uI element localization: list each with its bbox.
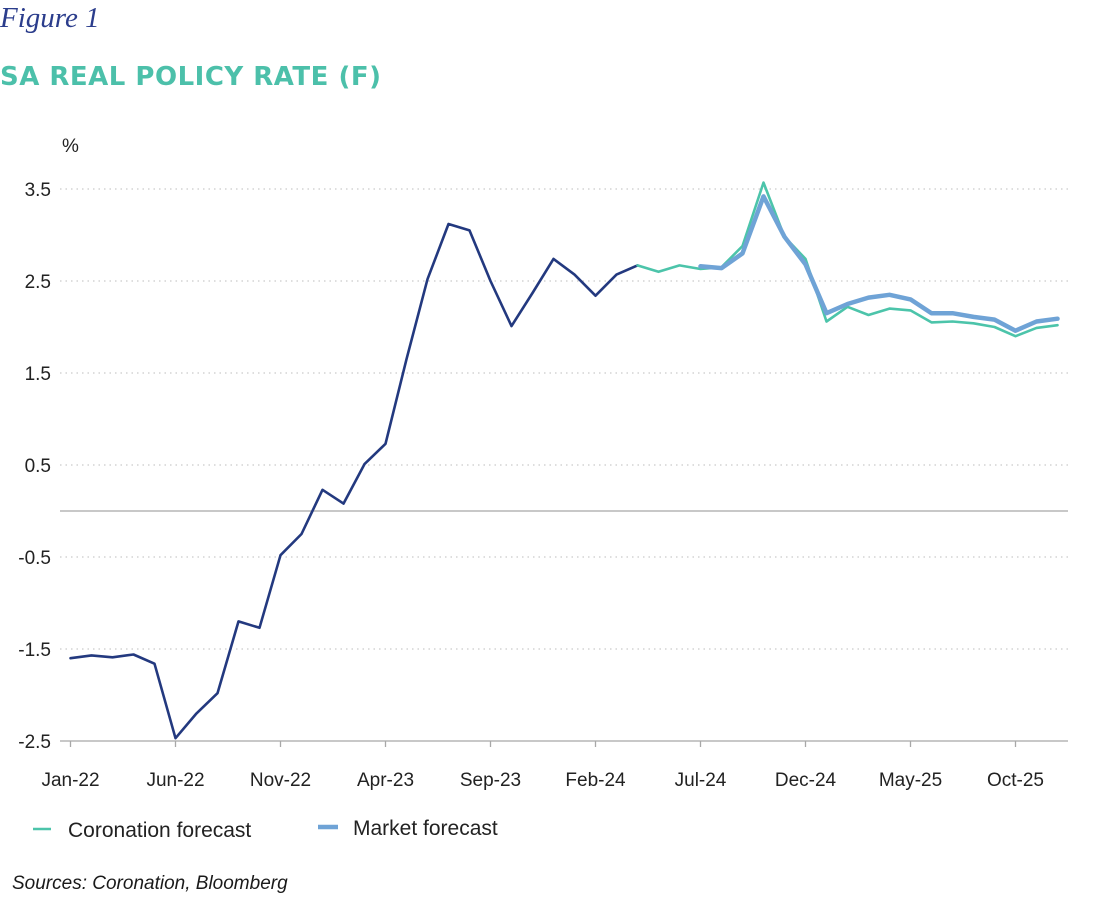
x-tick-label: Sep-23: [460, 770, 521, 791]
y-tick-label: -1.5: [18, 640, 51, 661]
y-tick-label: 2.5: [25, 272, 51, 293]
x-tick-label: Dec-24: [775, 770, 837, 791]
chart-title: SA REAL POLICY RATE (F): [0, 62, 382, 92]
x-tick-label: Nov-22: [250, 770, 311, 791]
x-tick-label: Oct-25: [987, 770, 1044, 791]
x-tick-label: Feb-24: [565, 770, 626, 791]
y-tick-label: 0.5: [25, 456, 51, 477]
y-tick-label: 3.5: [25, 180, 51, 201]
legend-label-market: Market forecast: [353, 817, 498, 840]
figure-label: Figure 1: [0, 2, 100, 34]
x-tick-label: May-25: [879, 770, 942, 791]
series-lines: [69, 181, 1060, 740]
legend-label-coronation: Coronation forecast: [68, 819, 251, 842]
x-tick-label: Jun-22: [146, 770, 204, 791]
grid-lines: [60, 188, 1068, 650]
axes: 3.5 2.5 1.5 0.5 -0.5 -1.5 -2.5 Jan-22 Jun-22 Nov-…: [18, 180, 1068, 791]
series-actual-line: [69, 222, 639, 740]
y-tick-label: -0.5: [18, 548, 51, 569]
y-axis-unit-label: %: [62, 136, 79, 157]
y-tick-label: -2.5: [18, 732, 51, 753]
x-tick-label: Jul-24: [675, 770, 727, 791]
sources-note: Sources: Coronation, Bloomberg: [12, 873, 288, 894]
series-coronation-forecast-line: [636, 181, 1059, 338]
x-tick-label: Apr-23: [357, 770, 414, 791]
series-market-forecast-line: [698, 194, 1060, 333]
x-tick-label: Jan-22: [41, 770, 99, 791]
legend: Coronation forecast Market forecast: [33, 817, 498, 842]
y-tick-label: 1.5: [25, 364, 51, 385]
